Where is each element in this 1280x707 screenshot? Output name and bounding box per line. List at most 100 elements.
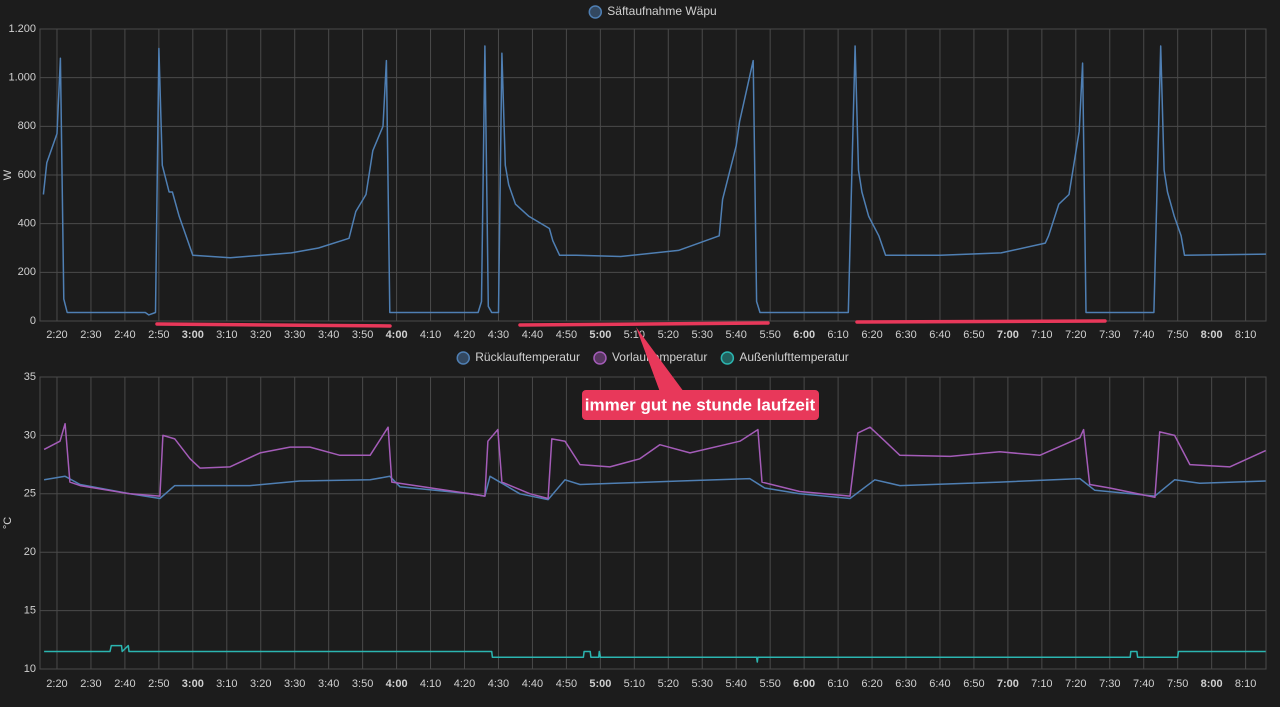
x-tick-label: 7:10 — [1031, 329, 1052, 341]
y-tick-label: 1.200 — [8, 23, 36, 35]
series-line — [42, 45, 1267, 316]
x-tick-label: 2:30 — [80, 329, 101, 341]
y-tick-label: 35 — [24, 371, 36, 383]
x-tick-label: 4:50 — [556, 678, 577, 690]
x-tick-label: 5:10 — [624, 678, 645, 690]
annotation-overlay: immer gut ne stunde laufzeit — [155, 319, 1107, 420]
y-tick-label: 20 — [24, 546, 36, 558]
x-tick-label: 8:00 — [1201, 329, 1223, 341]
legend-label: Rücklauftemperatur — [475, 350, 580, 364]
y-tick-label: 30 — [24, 429, 36, 441]
x-tick-label: 4:00 — [386, 329, 408, 341]
legend-swatch — [456, 351, 470, 365]
legend-swatch — [720, 351, 735, 365]
x-tick-label: 7:00 — [997, 678, 1019, 690]
x-tick-label: 4:10 — [420, 329, 441, 341]
x-tick-label: 2:50 — [148, 678, 169, 690]
legend-item: Vorlauftemperatur — [593, 350, 707, 365]
highlight-stroke — [155, 322, 392, 328]
x-tick-label: 5:00 — [589, 678, 611, 690]
x-tick-label: 6:40 — [929, 678, 950, 690]
y-tick-label: 25 — [24, 488, 36, 500]
x-tick-label: 4:10 — [420, 678, 441, 690]
legend: Rücklauftemperatur Vorlauftemperatur Außen… — [456, 350, 849, 365]
legend-item: Säftaufnahme Wäpu — [588, 4, 717, 19]
x-tick-label: 4:20 — [454, 329, 475, 341]
y-tick-label: 0 — [30, 315, 36, 327]
x-tick-label: 3:10 — [216, 678, 237, 690]
callout-pointer — [636, 327, 684, 392]
x-tick-label: 5:20 — [658, 678, 679, 690]
x-tick-label: 6:50 — [963, 329, 984, 341]
x-tick-label: 7:10 — [1031, 678, 1052, 690]
x-tick-label: 2:30 — [80, 678, 101, 690]
x-tick-label: 6:20 — [861, 678, 882, 690]
x-tick-label: 2:20 — [46, 329, 67, 341]
x-tick-label: 5:10 — [624, 329, 645, 341]
x-tick-label: 7:40 — [1133, 329, 1154, 341]
x-tick-label: 6:20 — [861, 329, 882, 341]
x-tick-label: 6:00 — [793, 329, 815, 341]
x-tick-label: 6:10 — [827, 678, 848, 690]
x-tick-label: 8:10 — [1235, 678, 1256, 690]
chart: 10 15 20 25 30 35 2:20 2:30 2:40 2:50 3:00 3:10 3:20… — [2, 350, 1267, 690]
x-tick-label: 7:20 — [1065, 678, 1086, 690]
legend-label: Außenlufttemperatur — [739, 350, 848, 364]
legend-swatch — [593, 351, 607, 365]
y-tick-label: 1.000 — [8, 72, 36, 84]
x-tick-label: 7:20 — [1065, 329, 1086, 341]
x-tick-label: 6:40 — [929, 329, 950, 341]
highlight-stroke — [518, 321, 770, 327]
x-tick-label: 8:10 — [1235, 329, 1256, 341]
x-tick-label: 3:40 — [318, 329, 339, 341]
x-tick-label: 7:50 — [1167, 329, 1188, 341]
y-tick-label: 10 — [24, 663, 36, 675]
x-tick-label: 6:00 — [793, 678, 815, 690]
x-tick-label: 2:20 — [46, 678, 67, 690]
x-tick-label: 6:10 — [827, 329, 848, 341]
charts: 0 200 400 600 800 1.000 1.200 2:20 2:30 2:40 2:50 3… — [2, 4, 1267, 690]
annotation-text: immer gut ne stunde laufzeit — [585, 395, 816, 414]
chart: 0 200 400 600 800 1.000 1.200 2:20 2:30 2:40 2:50 3… — [2, 4, 1267, 341]
x-tick-label: 3:50 — [352, 678, 373, 690]
x-tick-label: 3:00 — [182, 329, 204, 341]
x-tick-label: 3:20 — [250, 678, 271, 690]
x-tick-label: 8:00 — [1201, 678, 1223, 690]
x-tick-label: 7:30 — [1099, 678, 1120, 690]
legend-label: Säftaufnahme Wäpu — [607, 4, 716, 18]
y-axis-label: °C — [2, 517, 14, 529]
x-tick-label: 5:20 — [658, 329, 679, 341]
x-tick-label: 3:20 — [250, 329, 271, 341]
x-tick-label: 5:40 — [725, 329, 746, 341]
y-tick-label: 200 — [18, 266, 36, 278]
x-tick-label: 3:40 — [318, 678, 339, 690]
y-axis-label: W — [2, 169, 14, 180]
legend: Säftaufnahme Wäpu — [588, 4, 717, 19]
x-tick-label: 2:50 — [148, 329, 169, 341]
x-tick-label: 4:40 — [522, 329, 543, 341]
y-tick-label: 600 — [18, 169, 36, 181]
y-tick-label: 15 — [24, 605, 36, 617]
x-tick-label: 3:30 — [284, 678, 305, 690]
legend-item: Außenlufttemperatur — [720, 350, 849, 365]
y-tick-label: 800 — [18, 120, 36, 132]
x-tick-label: 4:30 — [488, 678, 509, 690]
x-tick-label: 4:40 — [522, 678, 543, 690]
x-tick-label: 5:00 — [589, 329, 611, 341]
series-line — [43, 422, 1267, 500]
x-tick-label: 7:00 — [997, 329, 1019, 341]
x-tick-label: 5:30 — [692, 678, 713, 690]
x-tick-label: 5:40 — [725, 678, 746, 690]
legend-label: Vorlauftemperatur — [612, 350, 707, 364]
x-tick-label: 7:30 — [1099, 329, 1120, 341]
x-tick-label: 7:40 — [1133, 678, 1154, 690]
y-tick-label: 400 — [18, 218, 36, 230]
x-tick-label: 3:30 — [284, 329, 305, 341]
x-tick-label: 4:00 — [386, 678, 408, 690]
x-tick-label: 2:40 — [114, 329, 135, 341]
x-tick-label: 5:30 — [692, 329, 713, 341]
series-line — [44, 644, 1266, 663]
x-tick-label: 4:30 — [488, 329, 509, 341]
highlight-stroke — [855, 319, 1107, 324]
